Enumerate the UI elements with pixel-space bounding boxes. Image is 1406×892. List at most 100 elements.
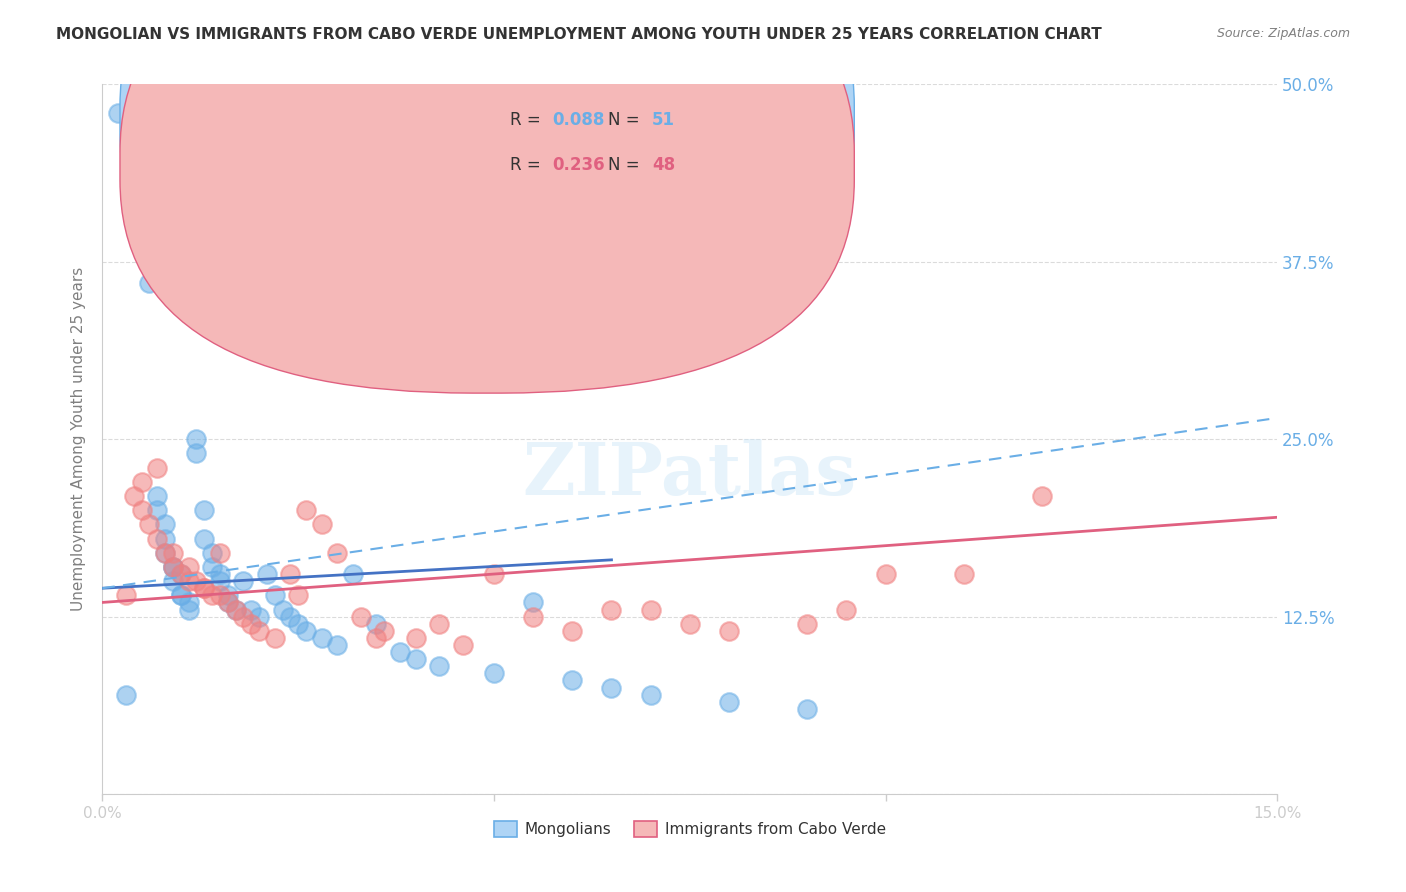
Point [295,503,318,517]
Text: R =: R = [510,111,546,129]
Point [162,560,184,574]
Point [405,652,427,666]
Point [679,616,702,631]
Point [208,574,231,589]
Point [138,517,160,532]
Point [717,624,740,638]
Point [247,624,270,638]
Point [208,588,231,602]
Text: R =: R = [510,155,546,174]
Point [201,588,224,602]
Point [153,546,176,560]
Point [388,645,411,659]
Point [170,588,193,602]
Point [427,616,450,631]
Point [170,567,193,582]
Point [217,588,239,602]
FancyBboxPatch shape [120,0,855,393]
Point [240,616,263,631]
Point [561,673,583,688]
Point [146,460,169,475]
Point [225,602,247,616]
Point [451,638,474,652]
Point [162,546,184,560]
Point [177,574,200,589]
Point [366,616,388,631]
Y-axis label: Unemployment Among Youth under 25 years: Unemployment Among Youth under 25 years [72,267,86,611]
Point [115,588,138,602]
Point [186,574,208,589]
Text: 51: 51 [652,111,675,129]
Point [342,567,364,582]
Point [247,609,270,624]
Point [153,532,176,546]
Point [427,659,450,673]
Point [186,446,208,460]
Point [278,609,301,624]
Point [232,574,254,589]
Point [256,567,278,582]
Point [796,702,818,716]
Point [326,638,349,652]
Point [232,609,254,624]
Text: N =: N = [607,111,644,129]
Point [295,624,318,638]
Point [522,595,544,609]
Point [311,517,333,532]
Point [600,602,623,616]
Point [287,588,309,602]
Point [640,602,662,616]
Point [271,602,294,616]
Point [217,595,239,609]
Text: 0.236: 0.236 [553,155,605,174]
Point [835,602,858,616]
Point [311,631,333,645]
Point [193,503,215,517]
Point [146,489,169,503]
Point [201,560,224,574]
Point [522,609,544,624]
Point [170,567,193,582]
Point [115,688,138,702]
Point [287,616,309,631]
Point [107,105,129,120]
Point [193,581,215,595]
Point [217,595,239,609]
Point [208,546,231,560]
Text: ZIPatlas: ZIPatlas [523,439,856,510]
Point [1031,489,1053,503]
Text: N =: N = [607,155,644,174]
Point [953,567,976,582]
Point [162,574,184,589]
Point [350,609,373,624]
Point [177,602,200,616]
Point [138,248,160,262]
Point [875,567,897,582]
Point [146,503,169,517]
Point [193,581,215,595]
FancyBboxPatch shape [120,0,855,347]
Point [131,475,153,489]
Point [170,588,193,602]
Text: MONGOLIAN VS IMMIGRANTS FROM CABO VERDE UNEMPLOYMENT AMONG YOUTH UNDER 25 YEARS : MONGOLIAN VS IMMIGRANTS FROM CABO VERDE … [56,27,1102,42]
Point [201,546,224,560]
Point [162,560,184,574]
Legend: Mongolians, Immigrants from Cabo Verde: Mongolians, Immigrants from Cabo Verde [488,815,891,843]
Point [640,688,662,702]
Point [208,567,231,582]
Point [405,631,427,645]
Point [122,489,145,503]
Point [326,546,349,560]
Text: Source: ZipAtlas.com: Source: ZipAtlas.com [1216,27,1350,40]
Point [177,595,200,609]
Point [186,432,208,446]
Point [240,602,263,616]
Point [482,666,505,681]
Point [366,631,388,645]
Point [796,616,818,631]
Point [561,624,583,638]
Point [162,560,184,574]
Point [225,602,247,616]
Point [263,631,285,645]
Point [138,276,160,290]
